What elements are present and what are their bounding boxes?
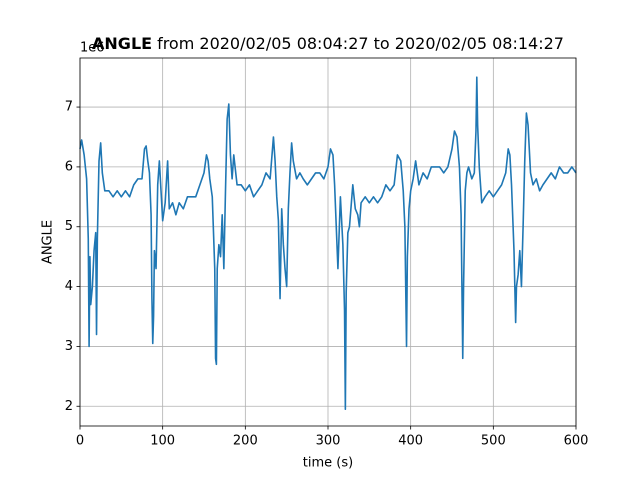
plot-area <box>79 76 577 411</box>
ticks: 0 100 200 300 400 500 600 2 3 4 5 6 7 <box>65 100 589 449</box>
title-rest: from 2020/02/05 08:04:27 to 2020/02/05 0… <box>157 34 564 53</box>
y-tick-label: 3 <box>65 339 73 354</box>
y-tick-label: 4 <box>65 279 73 294</box>
grid <box>79 58 577 426</box>
y-offset-label: 1e6 <box>80 41 105 56</box>
y-tick-label: 6 <box>65 159 73 174</box>
x-axis-label: time (s) <box>303 456 353 471</box>
x-tick-label: 0 <box>76 434 84 449</box>
x-tick-label: 100 <box>150 434 175 449</box>
title-bold: ANGLE <box>92 34 152 53</box>
y-tick-label: 2 <box>65 399 73 414</box>
x-tick-label: 400 <box>398 434 423 449</box>
x-tick-label: 300 <box>316 434 341 449</box>
x-tick-label: 200 <box>233 434 258 449</box>
y-axis-label: ANGLE <box>41 220 56 264</box>
y-tick-label: 5 <box>65 219 73 234</box>
x-tick-label: 500 <box>481 434 506 449</box>
chart-title: ANGLE from 2020/02/05 08:04:27 to 2020/02… <box>92 34 564 53</box>
x-tick-label: 600 <box>564 434 589 449</box>
data-line <box>79 76 577 411</box>
y-tick-label: 7 <box>65 100 73 115</box>
